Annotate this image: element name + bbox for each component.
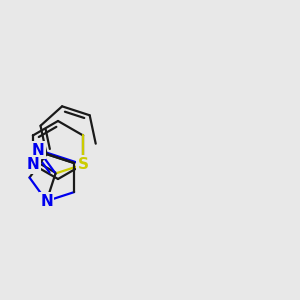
Text: N: N [32,142,45,158]
Text: N: N [40,194,53,208]
Text: N: N [26,157,39,172]
Text: S: S [78,157,88,172]
